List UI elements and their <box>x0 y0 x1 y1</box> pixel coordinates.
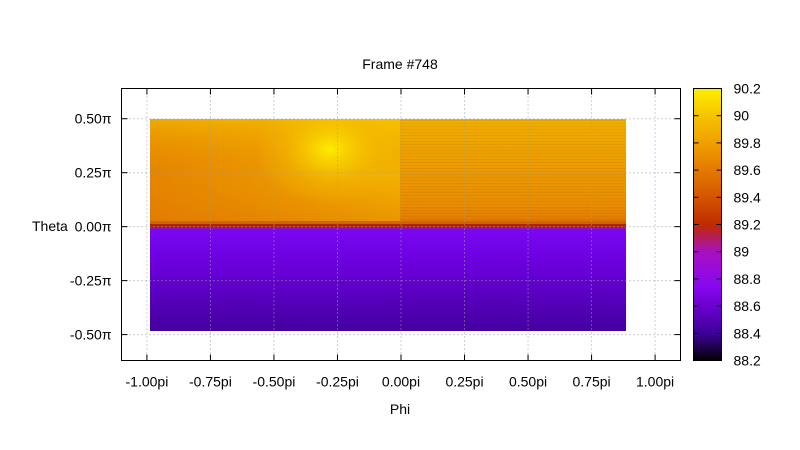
colorbar-tick-label: 88.8 <box>734 271 761 287</box>
y-tick-label: 0.00π <box>75 219 112 235</box>
colorbar-tick-label: 89.8 <box>734 135 761 151</box>
y-axis-label: Theta <box>32 218 68 234</box>
heatmap-hotspot <box>260 119 400 221</box>
colorbar-tick-label: 90.2 <box>734 81 761 97</box>
colorbar: 90.2 90 89.8 89.6 89.4 89.2 89 88.8 88.6 88.4 88.2 <box>693 81 761 369</box>
x-tick-label: 0.00pi <box>382 374 420 390</box>
x-tick-label: 0.75pi <box>572 374 610 390</box>
heatmap-boundary-band-dark <box>150 224 626 227</box>
colorbar-tick-label: 89.2 <box>734 217 761 233</box>
colorbar-tick-label: 89 <box>734 244 750 260</box>
heatmap-upper-right-stripes <box>400 119 626 221</box>
grid-lines <box>121 88 681 361</box>
colorbar-tick-label: 88.4 <box>734 325 761 341</box>
heatmap-boundary-band <box>150 221 626 224</box>
x-tick-label: 1.00pi <box>636 374 674 390</box>
colorbar-tick-label: 88.2 <box>734 353 761 369</box>
heatmap-boundary-band-magenta <box>150 227 626 229</box>
colorbar-tick-label: 90 <box>734 108 750 124</box>
x-tick-label: 0.50pi <box>509 374 547 390</box>
x-axis-label: Phi <box>390 401 410 417</box>
colorbar-tick-label: 89.4 <box>734 189 761 205</box>
y-tick-label: 0.50π <box>75 111 112 127</box>
heatmap-lower <box>150 229 626 331</box>
y-tick-label: -0.25π <box>70 273 112 289</box>
x-axis-ticks: -1.00pi -0.75pi -0.50pi -0.25pi 0.00pi 0.25pi… <box>126 88 674 390</box>
y-tick-label: 0.25π <box>75 165 112 181</box>
y-axis-ticks: 0.50π 0.25π 0.00π -0.25π -0.50π <box>70 111 681 343</box>
heatmap-area <box>150 119 626 331</box>
x-tick-label: -0.75pi <box>189 374 232 390</box>
x-tick-label: 0.25pi <box>445 374 483 390</box>
y-tick-label: -0.50π <box>70 327 112 343</box>
colorbar-tick-label: 89.6 <box>734 162 761 178</box>
chart-title: Frame #748 <box>362 56 438 72</box>
x-tick-label: -1.00pi <box>126 374 169 390</box>
x-tick-label: -0.25pi <box>316 374 359 390</box>
x-tick-label: -0.50pi <box>253 374 296 390</box>
colorbar-tick-label: 88.6 <box>734 298 761 314</box>
colorbar-ticks: 90.2 90 89.8 89.6 89.4 89.2 89 88.8 88.6 88.4 88.2 <box>693 81 761 369</box>
